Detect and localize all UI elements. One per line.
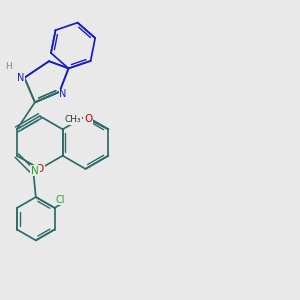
Text: CH₃: CH₃ bbox=[65, 115, 82, 124]
Text: O: O bbox=[84, 114, 92, 124]
Text: N: N bbox=[31, 166, 39, 176]
Text: O: O bbox=[36, 164, 44, 174]
Text: N: N bbox=[17, 73, 25, 83]
Text: H: H bbox=[5, 62, 12, 71]
Text: Cl: Cl bbox=[56, 195, 65, 205]
Text: N: N bbox=[59, 89, 67, 99]
